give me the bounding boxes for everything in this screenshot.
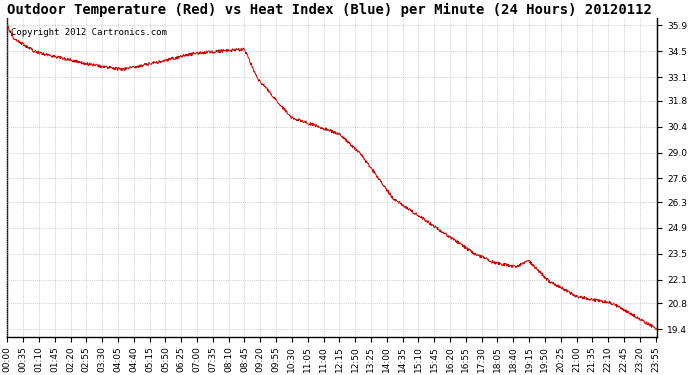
- Text: Outdoor Temperature (Red) vs Heat Index (Blue) per Minute (24 Hours) 20120112: Outdoor Temperature (Red) vs Heat Index …: [8, 3, 652, 17]
- Text: Copyright 2012 Cartronics.com: Copyright 2012 Cartronics.com: [10, 28, 166, 37]
